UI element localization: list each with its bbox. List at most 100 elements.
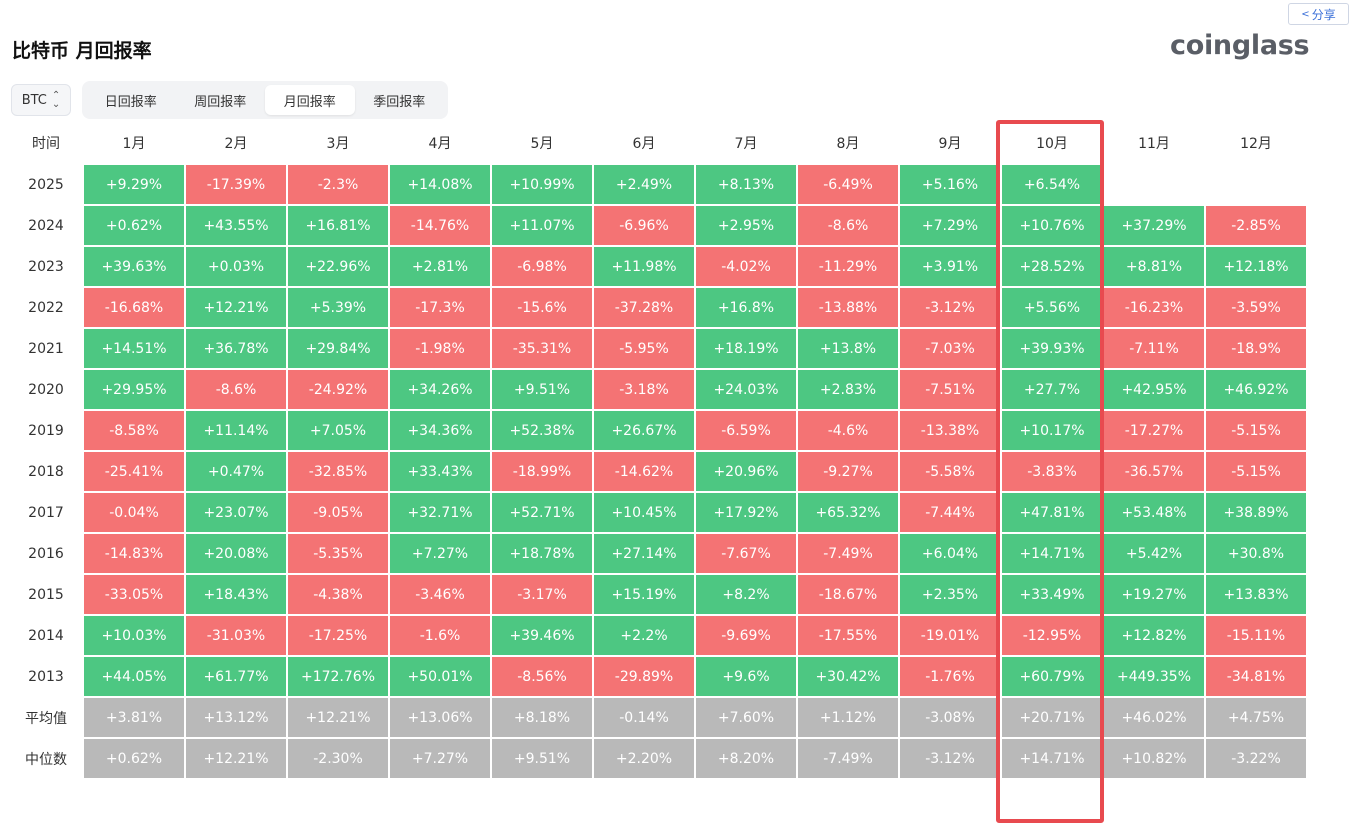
year-row: 2024 +0.62% +43.55% +16.81% -14.76% +11.07% -6… (10, 206, 1306, 245)
return-cell: +5.42% (1104, 534, 1204, 573)
return-cell: +9.6% (696, 657, 796, 696)
month-header: 8月 (836, 135, 860, 152)
tab-weekly-return[interactable]: 周回报率 (194, 94, 247, 110)
tab-daily-return[interactable]: 日回报率 (104, 94, 157, 110)
share-button[interactable]: < 分享 (1288, 3, 1349, 25)
return-cell: +449.35% (1104, 657, 1204, 696)
year-row: 2019 -8.58% +11.14% +7.05% +34.36% +52.38% +26… (10, 411, 1306, 450)
return-cell: -11.29% (798, 247, 898, 286)
return-cell: +14.51% (84, 329, 184, 368)
year-label: 2021 (28, 340, 64, 357)
year-row: 2018 -25.41% +0.47% -32.85% +33.43% -18.99% -1… (10, 452, 1306, 491)
return-cell: -18.9% (1206, 329, 1306, 368)
return-cell: -5.15% (1206, 411, 1306, 450)
return-cell: -17.39% (186, 165, 286, 204)
coin-select[interactable]: BTC ⌃ ⌄ (11, 84, 71, 116)
return-cell: +33.49% (1002, 575, 1102, 614)
return-cell: +172.76% (288, 657, 388, 696)
summary-cell: +12.21% (288, 698, 388, 737)
return-cell: -4.38% (288, 575, 388, 614)
return-cell: +10.99% (492, 165, 592, 204)
return-cell: -1.6% (390, 616, 490, 655)
return-cell: +30.8% (1206, 534, 1306, 573)
return-cell: -16.68% (84, 288, 184, 327)
summary-cell: -3.22% (1206, 739, 1306, 778)
return-cell: +37.29% (1104, 206, 1204, 245)
return-cell: +16.81% (288, 206, 388, 245)
summary-cell: +13.12% (186, 698, 286, 737)
return-cell: +6.04% (900, 534, 1000, 573)
return-cell: +8.81% (1104, 247, 1204, 286)
tab-monthly-return[interactable]: 月回报率 (265, 85, 355, 115)
return-cell: +24.03% (696, 370, 796, 409)
summary-cell: +10.82% (1104, 739, 1204, 778)
return-cell: -1.76% (900, 657, 1000, 696)
return-cell: +2.81% (390, 247, 490, 286)
return-cell: +5.56% (1002, 288, 1102, 327)
summary-cell: -0.14% (594, 698, 694, 737)
return-cell: -37.28% (594, 288, 694, 327)
return-cell: -25.41% (84, 452, 184, 491)
summary-cell: +0.62% (84, 739, 184, 778)
return-cell: +33.43% (390, 452, 490, 491)
return-cell: -8.58% (84, 411, 184, 450)
return-cell: +27.14% (594, 534, 694, 573)
chevron-updown-icon: ⌃ ⌄ (51, 90, 61, 110)
return-cell: -24.92% (288, 370, 388, 409)
return-cell: -4.02% (696, 247, 796, 286)
return-cell: +7.27% (390, 534, 490, 573)
return-cell: -2.85% (1206, 206, 1306, 245)
month-header: 4月 (428, 135, 452, 152)
return-cell: +19.27% (1104, 575, 1204, 614)
return-cell: -1.98% (390, 329, 490, 368)
return-cell: +0.03% (186, 247, 286, 286)
share-label: 分享 (1311, 7, 1336, 22)
return-cell: -3.17% (492, 575, 592, 614)
return-cell: +10.45% (594, 493, 694, 532)
return-cell: -7.51% (900, 370, 1000, 409)
return-cell: +3.91% (900, 247, 1000, 286)
return-cell: +32.71% (390, 493, 490, 532)
return-cell: -5.58% (900, 452, 1000, 491)
return-cell: -8.56% (492, 657, 592, 696)
return-cell: -7.03% (900, 329, 1000, 368)
return-cell: -7.11% (1104, 329, 1204, 368)
summary-cell: +14.71% (1002, 739, 1102, 778)
return-cell: +7.29% (900, 206, 1000, 245)
time-column-header: 时间 (32, 135, 60, 152)
summary-cell: -7.49% (798, 739, 898, 778)
summary-cell: +7.27% (390, 739, 490, 778)
return-cell: +52.38% (492, 411, 592, 450)
return-cell: -3.12% (900, 288, 1000, 327)
return-cell: -35.31% (492, 329, 592, 368)
return-cell: -13.38% (900, 411, 1000, 450)
year-row: 2025 +9.29% -17.39% -2.3% +14.08% +10.99% +2.4… (10, 165, 1306, 204)
return-cell: -9.69% (696, 616, 796, 655)
summary-row: 中位数 +0.62% +12.21% -2.30% +7.27% +9.51% +2.20%… (10, 739, 1306, 778)
return-cell: -6.49% (798, 165, 898, 204)
summary-cell: +46.02% (1104, 698, 1204, 737)
year-label: 2014 (28, 627, 64, 644)
summary-cell: +2.20% (594, 739, 694, 778)
return-cell: +28.52% (1002, 247, 1102, 286)
year-row: 2021 +14.51% +36.78% +29.84% -1.98% -35.31% -5… (10, 329, 1306, 368)
return-cell: +22.96% (288, 247, 388, 286)
return-cell: -12.95% (1002, 616, 1102, 655)
summary-cell: +1.12% (798, 698, 898, 737)
return-cell: -5.95% (594, 329, 694, 368)
return-cell: -14.62% (594, 452, 694, 491)
return-period-tabs: 日回报率 周回报率 月回报率 季回报率 (82, 81, 448, 119)
return-cell: -15.11% (1206, 616, 1306, 655)
month-header: 6月 (632, 135, 656, 152)
return-cell: +30.42% (798, 657, 898, 696)
table-header-row: 时间 1月 2月 3月 4月 5月 6月 7月 8月 9月 10月 11月 12月 (10, 122, 1306, 163)
summary-cell: +8.18% (492, 698, 592, 737)
tab-quarterly-return[interactable]: 季回报率 (373, 94, 426, 110)
return-cell: +9.29% (84, 165, 184, 204)
year-row: 2020 +29.95% -8.6% -24.92% +34.26% +9.51% -3.1… (10, 370, 1306, 409)
summary-cell: +9.51% (492, 739, 592, 778)
return-cell: +36.78% (186, 329, 286, 368)
summary-cell: -3.08% (900, 698, 1000, 737)
share-icon: < (1301, 8, 1310, 20)
return-cell: +27.7% (1002, 370, 1102, 409)
